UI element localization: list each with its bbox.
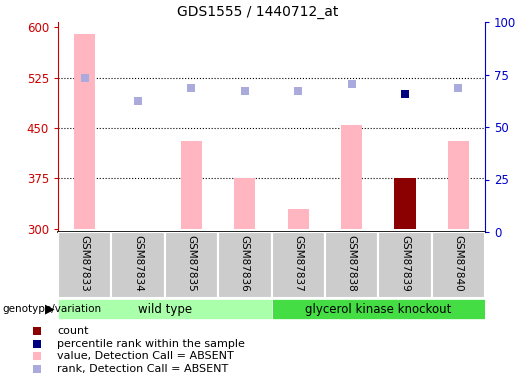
Bar bbox=[74, 34, 95, 229]
Text: GSM87833: GSM87833 bbox=[80, 235, 90, 292]
Text: GSM87839: GSM87839 bbox=[400, 235, 410, 292]
Text: genotype/variation: genotype/variation bbox=[2, 304, 101, 314]
Text: GSM87835: GSM87835 bbox=[186, 235, 196, 292]
Bar bbox=[58, 299, 271, 319]
Bar bbox=[218, 232, 271, 298]
Text: GSM87834: GSM87834 bbox=[133, 235, 143, 292]
Text: value, Detection Call = ABSENT: value, Detection Call = ABSENT bbox=[57, 351, 234, 361]
Bar bbox=[58, 232, 111, 298]
Bar bbox=[234, 178, 255, 229]
Text: GSM87837: GSM87837 bbox=[293, 235, 303, 292]
Text: GSM87840: GSM87840 bbox=[453, 235, 464, 292]
Bar bbox=[341, 124, 362, 229]
Bar bbox=[378, 232, 432, 298]
Text: GSM87836: GSM87836 bbox=[240, 235, 250, 292]
Text: count: count bbox=[57, 326, 89, 336]
Text: GDS1555 / 1440712_at: GDS1555 / 1440712_at bbox=[177, 5, 338, 19]
Bar bbox=[111, 232, 165, 298]
Bar bbox=[325, 232, 378, 298]
Text: ▶: ▶ bbox=[45, 303, 55, 315]
Text: wild type: wild type bbox=[138, 303, 192, 315]
Text: percentile rank within the sample: percentile rank within the sample bbox=[57, 339, 245, 349]
Bar bbox=[271, 299, 485, 319]
Bar bbox=[181, 141, 202, 229]
Bar bbox=[432, 232, 485, 298]
Bar bbox=[394, 178, 416, 229]
Text: GSM87838: GSM87838 bbox=[347, 235, 356, 292]
Text: glycerol kinase knockout: glycerol kinase knockout bbox=[305, 303, 452, 315]
Bar bbox=[271, 232, 325, 298]
Bar bbox=[448, 141, 469, 229]
Bar bbox=[287, 209, 309, 229]
Bar bbox=[165, 232, 218, 298]
Text: rank, Detection Call = ABSENT: rank, Detection Call = ABSENT bbox=[57, 364, 228, 374]
